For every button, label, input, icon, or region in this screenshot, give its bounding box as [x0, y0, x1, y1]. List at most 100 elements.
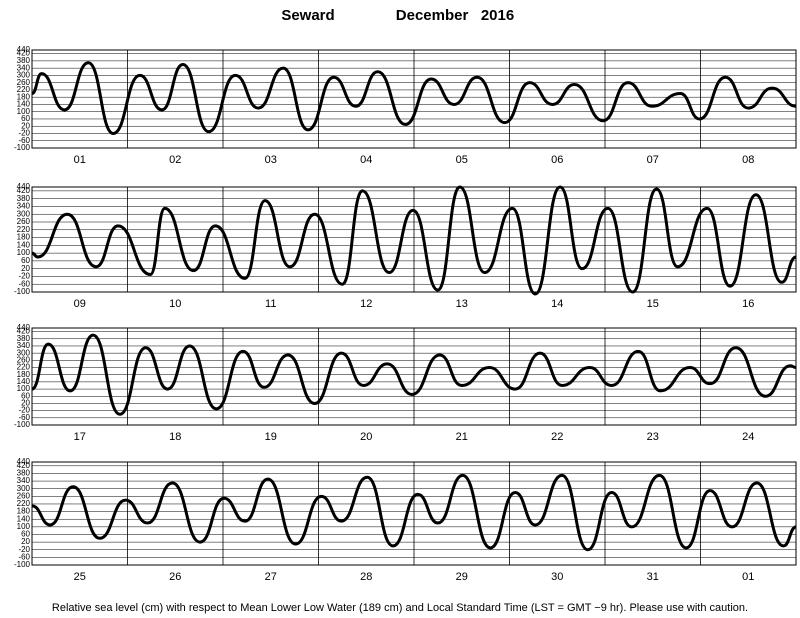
- day-label: 16: [742, 298, 754, 310]
- tide-curve: [31, 473, 797, 552]
- y-tick-label: 440: [17, 323, 31, 332]
- y-tick-label: 440: [17, 45, 31, 54]
- y-tick-label: -100: [14, 143, 31, 152]
- day-label: 28: [360, 571, 372, 583]
- y-tick-label: -60: [18, 279, 30, 288]
- chart-title: Seward: [281, 7, 334, 24]
- tide-curve: [31, 333, 797, 416]
- day-label: 04: [360, 154, 372, 166]
- tide-curve: [31, 185, 797, 296]
- tide-curve: [31, 61, 797, 135]
- day-label: 09: [74, 298, 86, 310]
- y-tick-label: 140: [17, 514, 31, 523]
- y-tick-label: 140: [17, 377, 31, 386]
- y-tick-label: -20: [18, 129, 30, 138]
- y-tick-label: 220: [17, 225, 31, 234]
- day-label: 22: [551, 431, 563, 443]
- y-tick-label: 340: [17, 63, 31, 72]
- y-tick-label: 20: [21, 537, 30, 546]
- day-label: 03: [265, 154, 277, 166]
- plot-frame: [31, 461, 797, 566]
- day-label: 18: [169, 431, 181, 443]
- day-label: 05: [456, 154, 468, 166]
- day-label: 26: [169, 571, 181, 583]
- day-label: 06: [551, 154, 563, 166]
- y-tick-label: -60: [18, 136, 30, 145]
- y-tick-label: -100: [14, 560, 31, 569]
- day-label: 02: [169, 154, 181, 166]
- day-label: 10: [169, 298, 181, 310]
- y-tick-label: 60: [21, 391, 30, 400]
- y-tick-label: 20: [21, 121, 30, 130]
- day-label: 08: [742, 154, 754, 166]
- day-label: 11: [265, 298, 276, 310]
- y-tick-label: 440: [17, 182, 31, 191]
- day-label: 29: [456, 571, 468, 583]
- y-tick-label: 60: [21, 114, 30, 123]
- y-tick-label: 180: [17, 370, 31, 379]
- y-tick-label: 380: [17, 194, 31, 203]
- chart-date: December 2016: [396, 7, 514, 24]
- y-tick-label: 220: [17, 85, 31, 94]
- day-label: 01: [74, 154, 86, 166]
- day-label: 17: [74, 431, 86, 443]
- y-tick-label: 180: [17, 233, 31, 242]
- y-tick-label: -100: [14, 420, 31, 429]
- y-tick-label: 260: [17, 355, 31, 364]
- y-tick-label: 300: [17, 484, 31, 493]
- y-tick-label: 100: [17, 248, 31, 257]
- y-tick-label: 60: [21, 530, 30, 539]
- plot-frame: [31, 327, 797, 426]
- y-tick-label: 340: [17, 341, 31, 350]
- y-tick-label: 100: [17, 107, 31, 116]
- y-tick-label: 300: [17, 209, 31, 218]
- y-tick-label: 380: [17, 469, 31, 478]
- y-tick-label: 20: [21, 399, 30, 408]
- y-tick-label: 140: [17, 240, 31, 249]
- y-tick-label: -60: [18, 413, 30, 422]
- y-tick-label: 420: [17, 327, 31, 336]
- day-label: 12: [360, 298, 372, 310]
- day-label: 21: [456, 431, 468, 443]
- y-tick-label: 300: [17, 348, 31, 357]
- day-label: 25: [74, 571, 86, 583]
- y-tick-label: 260: [17, 217, 31, 226]
- y-tick-label: 60: [21, 256, 30, 265]
- y-tick-label: -20: [18, 406, 30, 415]
- day-label: 07: [647, 154, 659, 166]
- day-label: 30: [551, 571, 563, 583]
- y-tick-label: 220: [17, 363, 31, 372]
- y-tick-label: 340: [17, 476, 31, 485]
- y-tick-label: 340: [17, 202, 31, 211]
- y-tick-label: 180: [17, 507, 31, 516]
- y-tick-label: -20: [18, 545, 30, 554]
- y-tick-label: -60: [18, 552, 30, 561]
- y-tick-label: 420: [17, 461, 31, 470]
- y-tick-label: 380: [17, 56, 31, 65]
- day-label: 15: [647, 298, 659, 310]
- day-label: 01: [742, 571, 754, 583]
- y-tick-label: 220: [17, 499, 31, 508]
- day-label: 14: [551, 298, 563, 310]
- y-tick-label: 100: [17, 522, 31, 531]
- day-label: 20: [360, 431, 372, 443]
- y-tick-label: 20: [21, 264, 30, 273]
- plot-frame: [31, 49, 797, 149]
- footnote: Relative sea level (cm) with respect to …: [52, 602, 748, 614]
- y-tick-label: -20: [18, 272, 30, 281]
- y-tick-label: 140: [17, 100, 31, 109]
- day-label: 19: [265, 431, 277, 443]
- y-tick-label: 420: [17, 186, 31, 195]
- y-tick-label: 100: [17, 384, 31, 393]
- y-tick-label: 440: [17, 457, 31, 466]
- plot-frame: [31, 186, 797, 293]
- y-tick-label: 260: [17, 491, 31, 500]
- day-label: 13: [456, 298, 468, 310]
- y-tick-label: 300: [17, 71, 31, 80]
- y-tick-label: 380: [17, 334, 31, 343]
- day-label: 31: [647, 571, 659, 583]
- y-tick-label: 260: [17, 78, 31, 87]
- day-label: 27: [265, 571, 277, 583]
- y-tick-label: 180: [17, 92, 31, 101]
